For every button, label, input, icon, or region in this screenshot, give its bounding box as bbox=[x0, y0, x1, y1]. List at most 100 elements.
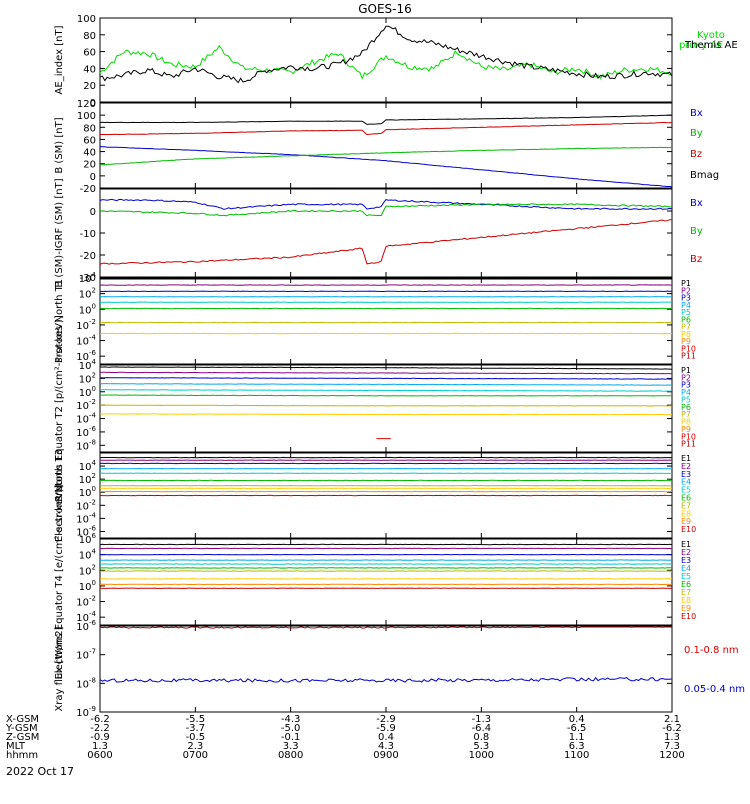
series-p4 bbox=[100, 384, 672, 386]
series-p6 bbox=[100, 395, 672, 396]
y-axis-label: B (SM)-IGRF (SM) [nT] bbox=[54, 178, 65, 287]
y-tick-label: 102 bbox=[79, 472, 96, 486]
legend-label: Bmag bbox=[690, 170, 719, 181]
y-tick-label: 100 bbox=[77, 111, 96, 122]
y-tick-label: 102 bbox=[79, 287, 96, 301]
y-tick-label: 102 bbox=[79, 563, 96, 577]
series-0-05-0-4-nm bbox=[100, 678, 672, 683]
y-tick-label: 80 bbox=[83, 123, 96, 134]
y-axis-label: Xray flux [W/m2] bbox=[54, 626, 65, 711]
y-tick-label: 40 bbox=[83, 64, 96, 75]
y-tick-label: 120 bbox=[77, 99, 96, 110]
panel-frame bbox=[100, 103, 672, 188]
y-tick-label: 100 bbox=[79, 579, 96, 593]
y-tick-label: 0 bbox=[90, 172, 96, 183]
legend-label: 0.05-0.4 nm bbox=[684, 684, 745, 695]
axis-value-hhmm: 1200 bbox=[659, 750, 684, 761]
legend-label: Bz bbox=[690, 149, 702, 160]
y-tick-label: 10-8 bbox=[76, 438, 96, 452]
series-bz bbox=[100, 220, 672, 265]
y-tick-label: 10-2 bbox=[76, 498, 96, 512]
goes16-summary-plot: GOES-16 020406080100AE_index [nT]Kyotopr… bbox=[0, 0, 750, 800]
panel-frame bbox=[100, 626, 672, 712]
y-tick-label: 104 bbox=[79, 459, 97, 473]
y-tick-label: 104 bbox=[79, 358, 97, 372]
legend-label: 0.1-0.8 nm bbox=[684, 645, 739, 656]
plot-title: GOES-16 bbox=[358, 2, 412, 16]
axis-value-hhmm: 0800 bbox=[278, 750, 303, 761]
series-line bbox=[100, 390, 672, 392]
y-tick-label: 10-4 bbox=[76, 511, 96, 525]
panel-frame bbox=[100, 539, 672, 625]
y-tick-label: 100 bbox=[77, 14, 96, 25]
date-label: 2022 Oct 17 bbox=[6, 765, 74, 778]
axis-value-hhmm: 1100 bbox=[564, 750, 589, 761]
y-tick-label: 60 bbox=[83, 48, 96, 59]
series-bz bbox=[100, 122, 672, 134]
series-line bbox=[100, 26, 672, 82]
plot-canvas: GOES-16 020406080100AE_index [nT]Kyotopr… bbox=[0, 0, 750, 800]
y-tick-label: 10-7 bbox=[76, 648, 96, 662]
series-line bbox=[100, 372, 672, 374]
y-tick-label: 80 bbox=[83, 31, 96, 42]
series-line bbox=[100, 678, 672, 683]
y-axis-label: B (SM) [nT] bbox=[54, 117, 65, 173]
series-line bbox=[100, 405, 672, 406]
series-p3 bbox=[100, 378, 672, 380]
legend-label: E10 bbox=[681, 612, 696, 621]
y-tick-label: 106 bbox=[79, 532, 97, 546]
series-line bbox=[100, 414, 672, 415]
y-tick-label: 0 bbox=[90, 207, 96, 218]
y-tick-label: -20 bbox=[80, 184, 96, 195]
legend-label: Bx bbox=[690, 198, 703, 209]
y-tick-label: 10-6 bbox=[76, 425, 96, 439]
series-line bbox=[100, 122, 672, 134]
y-tick-label: 10-8 bbox=[76, 676, 96, 690]
series-line bbox=[100, 378, 672, 380]
legend-label: By bbox=[690, 226, 703, 237]
axis-value-hhmm: 0700 bbox=[183, 750, 208, 761]
axis-value-hhmm: 0900 bbox=[373, 750, 398, 761]
series-themis-ae bbox=[100, 26, 672, 82]
legend-label: Bx bbox=[690, 108, 703, 119]
y-tick-label: 100 bbox=[79, 302, 96, 316]
row-label: hhmm bbox=[6, 750, 38, 761]
legend-label: Bz bbox=[690, 254, 702, 265]
series-line bbox=[100, 204, 672, 216]
y-tick-label: 40 bbox=[83, 148, 96, 159]
series-p7 bbox=[100, 405, 672, 406]
y-tick-label: 100 bbox=[79, 485, 96, 499]
y-tick-label: 10-4 bbox=[76, 334, 96, 348]
series-line bbox=[100, 46, 672, 79]
series-p8 bbox=[100, 414, 672, 415]
x-axis-table: X-GSMY-GSMZ-GSMMLThhmm-6.2-2.2-0.91.3060… bbox=[5, 714, 685, 761]
y-tick-label: 20 bbox=[83, 81, 96, 92]
y-tick-label: -20 bbox=[80, 251, 96, 262]
legend-label: P11 bbox=[681, 440, 696, 449]
series-bmag bbox=[100, 115, 672, 124]
panel-frame bbox=[100, 18, 672, 102]
series-line bbox=[100, 115, 672, 124]
y-axis-label: AE_index [nT] bbox=[54, 25, 65, 94]
series-line bbox=[100, 395, 672, 396]
y-tick-label: 10-6 bbox=[76, 619, 96, 633]
panel-frame bbox=[100, 189, 672, 277]
axis-value-hhmm: 0600 bbox=[87, 750, 112, 761]
series-p2 bbox=[100, 372, 672, 374]
series-kyoto-proxy-ae bbox=[100, 46, 672, 79]
y-tick-label: 104 bbox=[79, 548, 97, 562]
y-tick-label: 100 bbox=[79, 385, 96, 399]
y-tick-label: 60 bbox=[83, 135, 96, 146]
series-line bbox=[100, 384, 672, 386]
y-tick-label: 10-2 bbox=[76, 318, 96, 332]
y-tick-label: 10-4 bbox=[76, 412, 96, 426]
axis-value-hhmm: 1000 bbox=[469, 750, 494, 761]
series-by bbox=[100, 204, 672, 216]
